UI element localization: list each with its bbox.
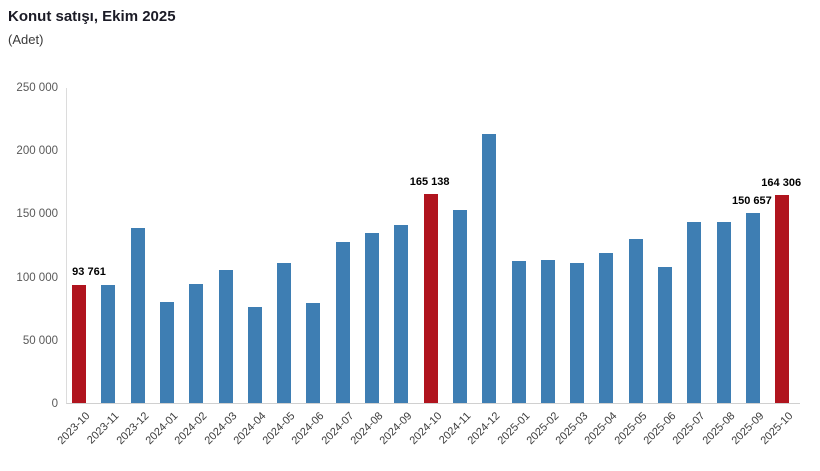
chart-unit-label: (Adet) bbox=[8, 32, 44, 47]
bar-2024-04 bbox=[247, 307, 262, 403]
bar-2024-10 bbox=[423, 194, 438, 403]
bar-2024-08 bbox=[365, 233, 379, 403]
bar-2024-07 bbox=[335, 242, 350, 403]
bar-value-label: 93 761 bbox=[72, 266, 106, 279]
bar-2024-11 bbox=[452, 209, 467, 403]
y-tick-label: 200 000 bbox=[16, 145, 58, 158]
bar-2025-01 bbox=[511, 261, 526, 403]
bar-2025-02 bbox=[540, 260, 555, 403]
bar-value-label: 150 657 bbox=[732, 194, 772, 207]
bar-2023-11 bbox=[101, 284, 116, 403]
bar-2025-03 bbox=[570, 262, 585, 403]
y-tick-label: 250 000 bbox=[16, 82, 58, 94]
plot-area bbox=[66, 88, 800, 404]
bar-2025-08 bbox=[716, 221, 731, 403]
bar-2025-05 bbox=[628, 238, 643, 403]
bar-2025-10 bbox=[775, 195, 790, 403]
y-tick-label: 150 000 bbox=[16, 208, 58, 221]
chart-title: Konut satışı, Ekim 2025 bbox=[8, 8, 176, 25]
bar-2023-12 bbox=[130, 227, 145, 403]
bar-2023-10 bbox=[72, 284, 86, 403]
bar-2024-02 bbox=[189, 284, 204, 403]
bar-2025-07 bbox=[687, 222, 702, 403]
bar-2024-12 bbox=[482, 134, 497, 403]
y-tick-label: 0 bbox=[51, 398, 58, 410]
y-tick-label: 50 000 bbox=[22, 334, 58, 347]
y-tick-label: 100 000 bbox=[16, 271, 58, 284]
bar-2024-01 bbox=[159, 301, 174, 403]
bar-2024-05 bbox=[277, 263, 292, 403]
bar-2024-03 bbox=[218, 269, 233, 403]
bar-value-label: 164 306 bbox=[761, 177, 802, 190]
bar-2025-09 bbox=[745, 212, 760, 403]
bar-2025-04 bbox=[599, 253, 614, 403]
bar-value-label: 165 138 bbox=[409, 176, 450, 189]
bar-2025-06 bbox=[658, 266, 672, 403]
bar-2024-06 bbox=[306, 302, 321, 403]
bar-2024-09 bbox=[394, 224, 409, 403]
